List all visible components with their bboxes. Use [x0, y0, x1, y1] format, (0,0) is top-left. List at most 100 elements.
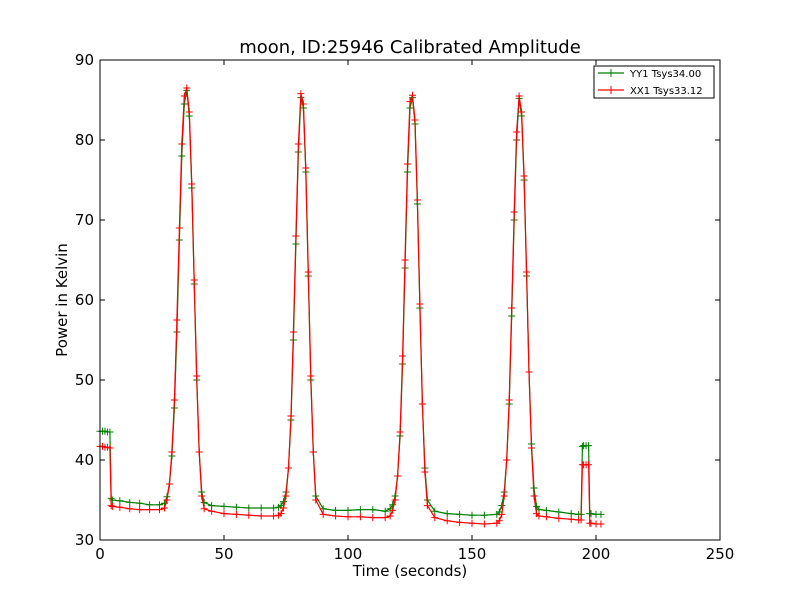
data-point [280, 504, 288, 512]
data-point [307, 372, 315, 380]
data-point [394, 472, 402, 480]
data-point [195, 448, 203, 456]
data-point [468, 519, 476, 527]
plot-area [96, 59, 721, 541]
data-point [245, 504, 253, 512]
data-point [518, 108, 526, 116]
x-axis-label: Time (seconds) [352, 562, 468, 580]
data-point [312, 496, 320, 504]
data-point [555, 514, 563, 522]
data-point [200, 505, 208, 513]
data-point [391, 496, 399, 504]
data-point [190, 276, 198, 284]
data-point [126, 498, 134, 506]
data-point [106, 428, 114, 436]
data-point [116, 503, 124, 511]
data-point [289, 328, 297, 336]
data-point [173, 316, 181, 324]
data-point [277, 510, 285, 518]
legend-marker [607, 86, 615, 94]
legend-label: YY1 Tsys34.00 [629, 69, 701, 80]
x-tick-label: 200 [582, 545, 611, 563]
data-point [208, 507, 216, 515]
data-point [175, 224, 183, 232]
data-point [587, 519, 595, 527]
data-point [280, 498, 288, 506]
y-tick-label: 40 [75, 451, 94, 469]
data-point [126, 505, 134, 513]
chart-title: moon, ID:25946 Calibrated Amplitude [239, 37, 581, 58]
data-point [386, 512, 394, 520]
data-point [200, 498, 208, 506]
data-point [408, 91, 416, 99]
data-point [525, 368, 533, 376]
data-point [418, 400, 426, 408]
y-tick-label: 80 [75, 131, 94, 149]
data-point [107, 502, 115, 510]
legend-marker [607, 69, 615, 77]
data-point [578, 442, 586, 450]
x-tick-label: 0 [95, 545, 105, 563]
data-point [585, 461, 593, 469]
data-point [304, 268, 312, 276]
data-point [456, 510, 464, 518]
data-point [106, 444, 114, 452]
data-point [257, 504, 265, 512]
data-point [542, 513, 550, 521]
data-point [515, 92, 523, 100]
data-point [381, 514, 389, 522]
data-point [542, 506, 550, 514]
data-point [404, 160, 412, 168]
data-point [528, 444, 536, 452]
data-point [356, 513, 364, 521]
data-point [443, 517, 451, 525]
data-point [597, 520, 605, 528]
legend-box [593, 65, 715, 99]
data-point [156, 506, 164, 514]
y-tick-label: 60 [75, 291, 94, 309]
x-tick-label: 250 [706, 545, 735, 563]
legend-label: XX1 Tsys33.12 [630, 86, 703, 97]
data-point [344, 513, 352, 521]
data-point [520, 172, 528, 180]
data-point [567, 515, 575, 523]
data-point [257, 512, 265, 520]
data-point [299, 100, 307, 108]
data-point [530, 492, 538, 500]
data-point [287, 412, 295, 420]
y-tick-label: 30 [75, 531, 94, 549]
data-point [220, 510, 228, 518]
data-point [396, 428, 404, 436]
data-point [332, 512, 340, 520]
data-point [480, 520, 488, 528]
data-point [160, 504, 168, 512]
data-point [292, 232, 300, 240]
data-point [423, 502, 431, 510]
y-tick-label: 70 [75, 211, 94, 229]
data-point [389, 506, 397, 514]
data-point [108, 502, 116, 510]
data-point [163, 496, 171, 504]
data-point [183, 84, 191, 92]
data-point [498, 510, 506, 518]
data-point [431, 507, 439, 515]
data-point [587, 510, 595, 518]
y-tick-label: 50 [75, 371, 94, 389]
data-point [513, 128, 521, 136]
data-point [185, 108, 193, 116]
data-point [282, 492, 290, 500]
data-point [302, 164, 310, 172]
series-layer [96, 84, 605, 528]
data-point [421, 468, 429, 476]
data-point [245, 511, 253, 519]
data-point [510, 208, 518, 216]
data-point [108, 496, 116, 504]
data-point [406, 98, 414, 106]
data-point [585, 442, 593, 450]
data-point [178, 140, 186, 148]
x-tick-label: 50 [214, 545, 233, 563]
data-point [555, 508, 563, 516]
data-point [319, 510, 327, 518]
y-tick-label: 90 [75, 51, 94, 69]
data-point [170, 396, 178, 404]
